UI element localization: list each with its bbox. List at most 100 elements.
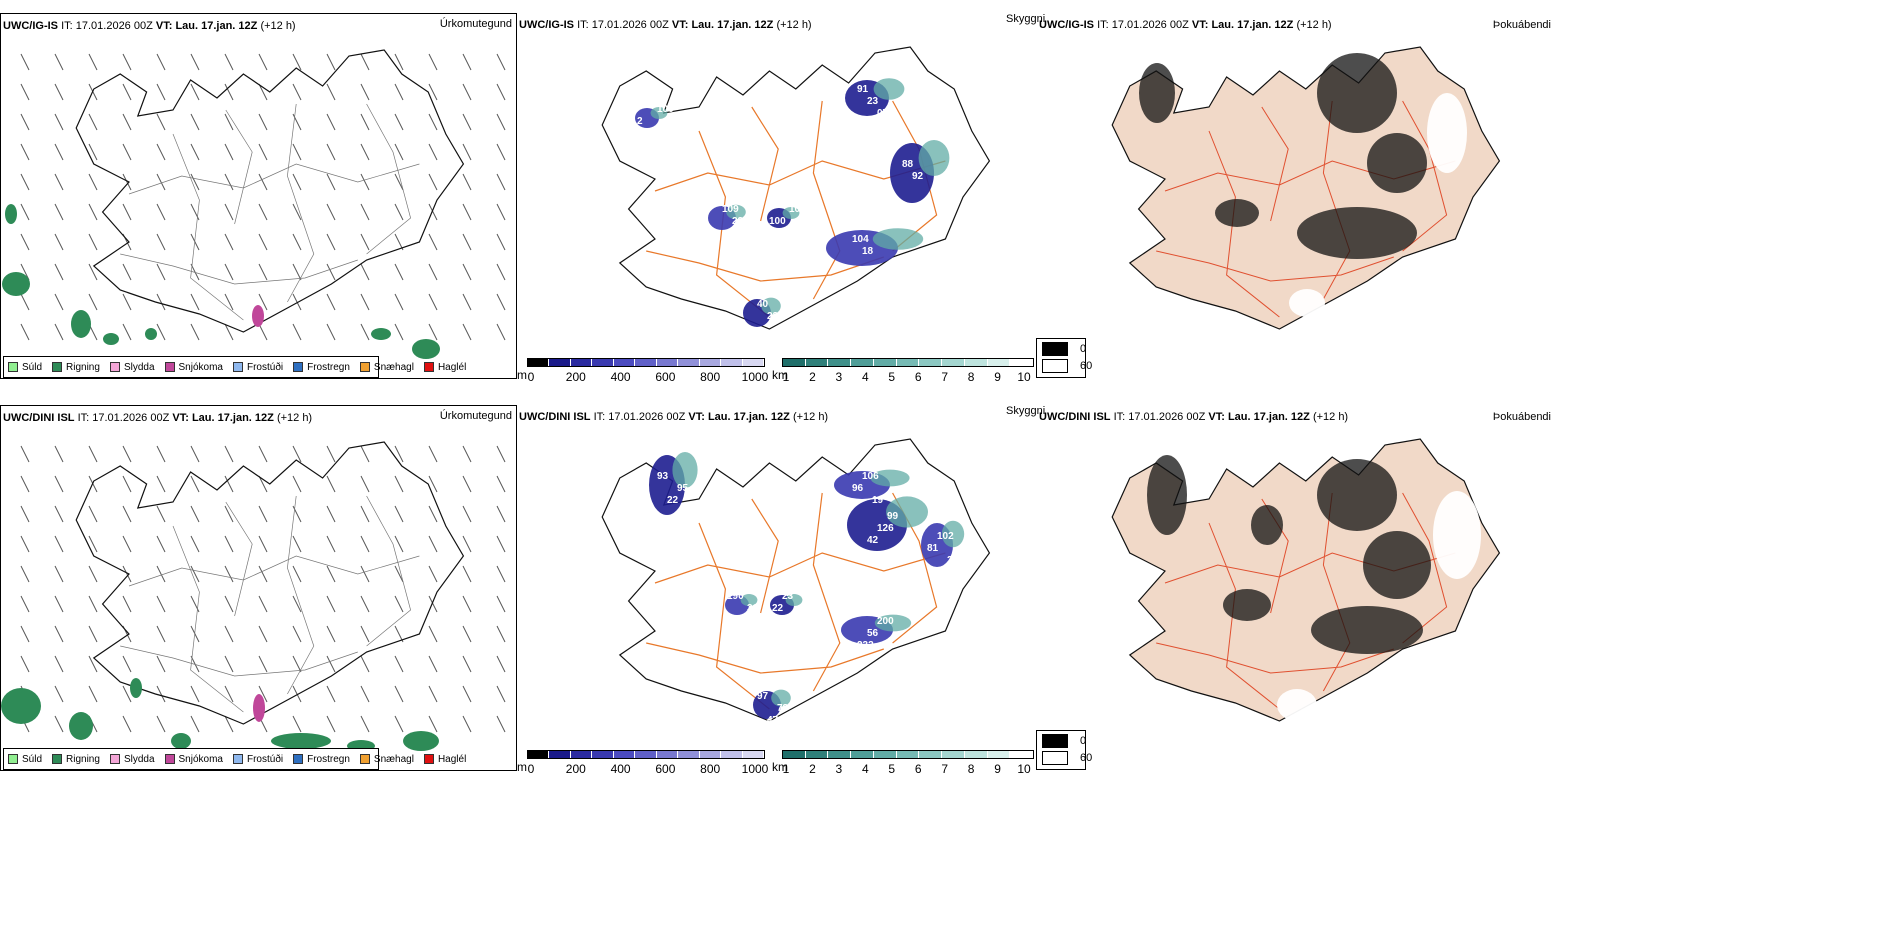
colorbar-step [678, 751, 700, 758]
cloud-base-value: 91 [857, 84, 869, 95]
wind-barb [428, 595, 438, 613]
colorbar [782, 750, 1034, 759]
colorbar-step [678, 359, 700, 366]
wind-barb [122, 685, 132, 703]
legend-swatch [8, 362, 18, 372]
wind-barb [190, 445, 200, 463]
wind-barb [326, 203, 336, 221]
wind-barb [292, 535, 302, 553]
fog-index-area [1311, 606, 1423, 654]
wind-barb [224, 595, 234, 613]
wind-barb [88, 233, 98, 251]
wind-barb [496, 445, 506, 463]
fog-key-label: 0 [1080, 343, 1087, 355]
wind-barb [394, 715, 404, 733]
wind-barb [360, 595, 370, 613]
colorbar-step [742, 359, 764, 366]
wind-barb [224, 535, 234, 553]
colorbar-step [942, 751, 965, 758]
wind-barb [462, 685, 472, 703]
wind-barb [54, 505, 64, 523]
wind-barb [88, 595, 98, 613]
fog-key-bottom: 0 60 [1036, 730, 1092, 770]
fog-title: Þokuábendi [1492, 19, 1551, 31]
legend-swatch [293, 754, 304, 764]
colorbar-tick: 5 [888, 762, 896, 776]
colorbar-step [699, 359, 722, 366]
cloud-base-value: 92 [912, 171, 924, 182]
wind-barb [360, 173, 370, 191]
legend-item: Snjókoma [164, 362, 223, 373]
wind-barb [292, 203, 302, 221]
wind-barb [326, 505, 336, 523]
wind-barb [462, 595, 472, 613]
wind-barb [224, 323, 234, 341]
legend-item: Snjókoma [164, 754, 223, 765]
wind-barb [190, 475, 200, 493]
colorbar-tick: 4 [861, 370, 869, 384]
wind-barb [394, 475, 404, 493]
wind-barb [122, 595, 132, 613]
wind-barb [122, 655, 132, 673]
precip-title: Úrkomutegund [439, 18, 512, 30]
wind-barb [88, 293, 98, 311]
wind-barb [462, 475, 472, 493]
colorbar-tick: 9 [994, 370, 1001, 384]
wind-barb [190, 715, 200, 733]
wind-barb [122, 293, 132, 311]
rain-area [103, 333, 119, 345]
wind-barb [258, 685, 268, 703]
wind-barb [326, 715, 336, 733]
wind-barb [156, 323, 166, 341]
colorbar-step [805, 751, 829, 758]
wind-barb [326, 655, 336, 673]
wind-barb [190, 565, 200, 583]
wind-barb [156, 535, 166, 553]
colorbar [527, 750, 765, 759]
legend-item: Snæhagl [359, 362, 414, 373]
cloud-base-value: 93 [657, 471, 669, 482]
wind-barb [156, 113, 166, 131]
reduced-visibility-area [918, 140, 950, 176]
wind-barb [326, 263, 336, 281]
wind-barb [190, 505, 200, 523]
colorbar-step [570, 359, 593, 366]
rain-area [171, 733, 191, 749]
colorbar-step [635, 751, 657, 758]
cloud-base-value: 102 [937, 531, 954, 542]
legend-label: Frostúði [246, 753, 284, 765]
colorbar-step [873, 751, 897, 758]
wind-barb [292, 83, 302, 101]
rain-area [403, 731, 439, 751]
legend-item: Frostúði [232, 362, 283, 373]
wind-barb [122, 505, 132, 523]
fog-key-row: 60 [1042, 359, 1092, 373]
fog-title: Þokuábendi [1492, 411, 1551, 423]
legend-swatch [293, 362, 304, 372]
colorbar-step [828, 751, 852, 758]
wind-barb [258, 625, 268, 643]
wind-barb [54, 293, 64, 311]
rain-area [271, 733, 331, 749]
legend-item: Súld [8, 754, 42, 765]
precip-title: Úrkomutegund [439, 410, 512, 422]
wind-barb [190, 53, 200, 71]
legend-swatch [52, 362, 63, 372]
wind-barb [292, 143, 302, 161]
legend-item: Rigning [52, 754, 100, 765]
legend-swatch [359, 754, 370, 764]
wind-barb [326, 565, 336, 583]
fog-index-area [1317, 459, 1397, 531]
wind-barb [428, 505, 438, 523]
wind-barb [224, 263, 234, 281]
colorbar-tick: 2 [809, 762, 816, 776]
wind-barb [122, 475, 132, 493]
wind-barb [462, 143, 472, 161]
legend-item: Haglél [423, 754, 466, 765]
wind-barb [88, 53, 98, 71]
wind-barb [428, 233, 438, 251]
wind-barb [292, 685, 302, 703]
wind-barb [496, 505, 506, 523]
legend-swatch [359, 362, 370, 372]
wind-barb [360, 565, 370, 583]
